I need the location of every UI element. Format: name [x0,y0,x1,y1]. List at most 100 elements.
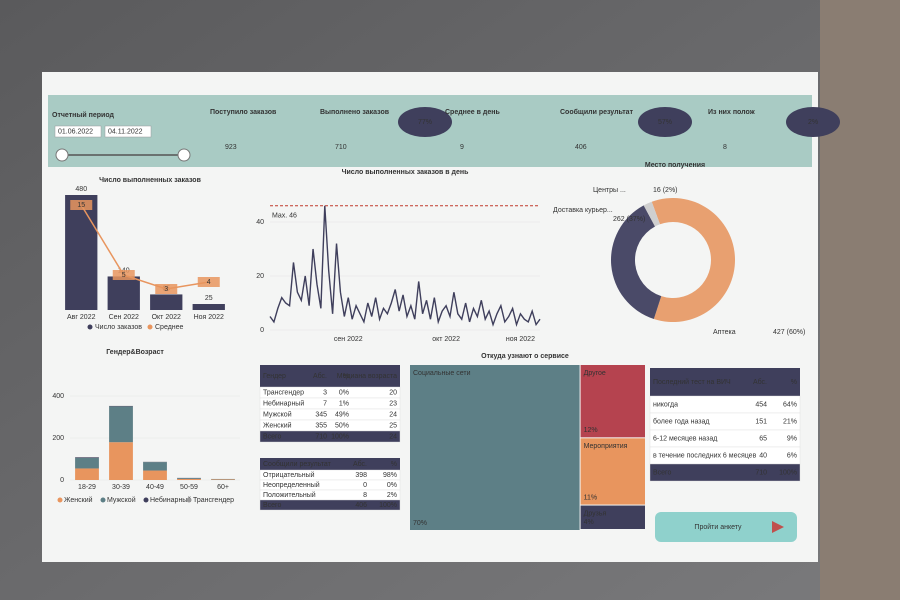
table-cell: Всего [263,433,281,440]
table-cell: 345 [315,411,327,418]
bar-segment [177,478,201,479]
table-cell: 398 [355,472,367,479]
legend-swatch [87,324,93,330]
table-cell: 20 [389,389,397,396]
table-cell: Небинарный [263,399,304,407]
y-tick-label: 40 [256,219,264,226]
y-tick-label: 200 [52,435,64,442]
period-label: Отчетный период [52,111,115,119]
table-cell: 21% [783,418,797,425]
x-tick-label: 30-39 [112,484,130,491]
tile-label: 11% [584,494,598,501]
table-cell: 1% [339,400,349,407]
date-input[interactable] [104,125,152,138]
bar-segment [143,470,167,480]
table-header [260,458,400,470]
table-cell: 40 [759,452,767,459]
table-cell: Женский [263,421,292,429]
date-input[interactable] [54,125,102,138]
legend-label: Мужской [107,496,136,504]
kpi-badge [398,107,452,137]
tile-name: Друзья [584,510,607,517]
tile-label: 12% [584,427,598,434]
table-cell: 454 [755,401,767,408]
table-cell: 49% [335,411,349,418]
annotation: Max. 46 [272,213,297,220]
legend-swatch [147,324,153,330]
table-cell: 355 [315,422,327,429]
kpi-value: 406 [575,144,587,151]
table-cell: 151 [755,418,767,425]
average-label: 15 [77,202,85,209]
x-tick-label: 40-49 [146,484,164,491]
side-wall [820,0,900,600]
chart-title: Откуда узнают о сервисе [481,353,569,360]
kpi-badge-text: 2% [808,119,818,126]
table-total-row [649,463,801,482]
table-cell: 8 [363,492,367,499]
table-total-row [259,430,401,443]
line [269,205,541,328]
table-cell: Всего [653,469,671,476]
x-tick-label: Авг 2022 [67,314,96,321]
average-label: 3 [164,286,168,293]
x-tick-label: Окт 2022 [152,314,181,321]
tile-label: 70% [413,520,427,527]
table-total-row [259,499,401,511]
legend-label: Женский [64,496,93,504]
average-box [70,200,93,210]
chart-title: Гендер&Возраст [106,349,164,356]
average-box [197,277,220,287]
treemap-tile [580,365,645,438]
table-cell: 7 [323,400,327,407]
kpi-value: 710 [335,144,347,151]
tile-name: Социальные сети [413,370,471,377]
table-header [650,368,800,396]
table-cell: 0% [387,482,397,489]
table-header-cell: Медиана возраста [337,373,397,380]
table-cell: Неопределенный [263,481,320,489]
survey-button[interactable] [655,512,797,542]
kpi-value: 9 [460,144,464,151]
legend-swatch [100,497,106,503]
table-cell: 100% [379,502,397,509]
bar [107,276,140,310]
table-cell: Отрицательный [263,471,315,479]
table-header-cell: % [791,379,797,386]
tile-name: Другое [584,370,606,377]
legend-swatch [57,497,63,503]
table-cell: в течение последних 6 месяцев [653,452,757,459]
survey-button-label[interactable]: Пройти анкету [694,523,742,531]
table-cell: 25 [389,422,397,429]
slice-label: 16 (2%) [653,187,678,194]
kpi-badge [786,107,840,137]
tile-label: 4% [584,519,594,526]
bar-segment [75,457,99,469]
table-cell: 710 [315,433,327,440]
y-tick-label: 20 [256,273,264,280]
slice-name: Центры ... [593,187,626,194]
treemap-tile [410,365,580,530]
x-tick-label: 50-59 [180,484,198,491]
table-cell: 2% [387,492,397,499]
bar-segment [109,442,133,480]
table-cell: 23 [389,400,397,407]
table-header-cell: % [391,461,397,468]
legend-label: Число заказов [95,324,142,331]
x-tick-label: Сен 2022 [109,314,139,321]
x-tick-label: 18-29 [78,484,96,491]
slider-handle[interactable] [177,148,191,162]
date-value: 01.06.2022 [58,128,93,135]
average-box [112,270,135,280]
x-tick-label: 60+ [217,484,229,491]
kpi-label: Сообщили результат [560,108,634,116]
table-cell: никогда [653,401,678,408]
survey-button-arrow[interactable] [772,521,784,533]
y-tick-label: 0 [260,327,264,334]
slider-handle[interactable] [55,148,69,162]
treemap-tile [580,505,645,529]
table-cell: 0 [363,482,367,489]
treemap-tile [580,438,645,505]
average-box [155,284,178,294]
